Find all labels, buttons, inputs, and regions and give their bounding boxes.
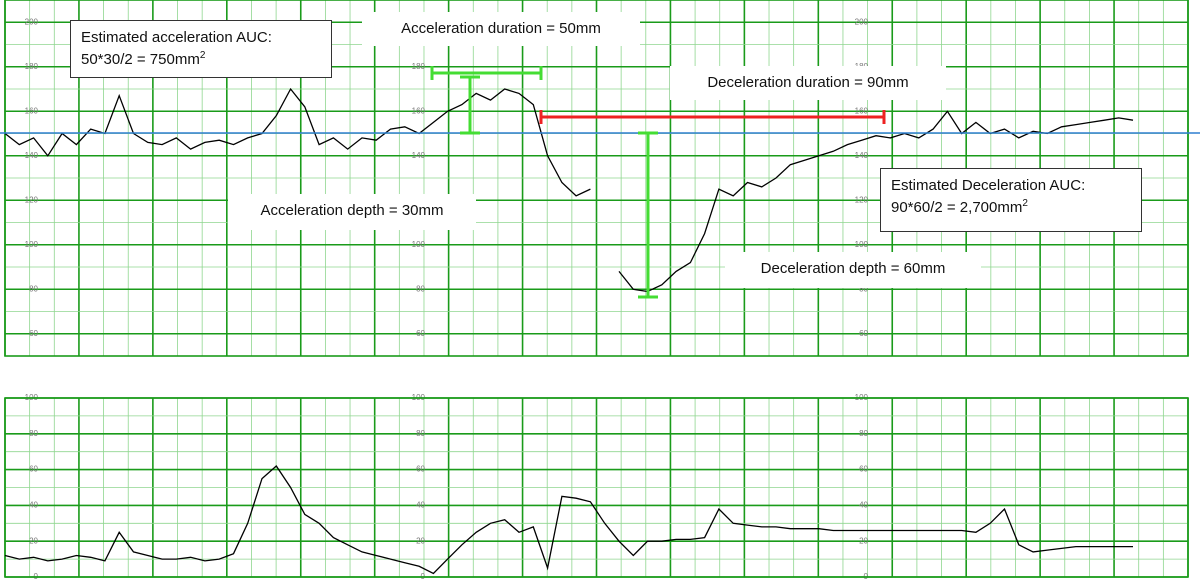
text: 2 [1022, 198, 1028, 209]
y-tick-label: 20 [29, 536, 38, 545]
y-tick-label: 20 [416, 536, 425, 545]
y-tick-label: 140 [855, 151, 869, 160]
text: 90*60/2 = 2,700mm2 [891, 197, 1131, 219]
accel-auc-box: Estimated acceleration AUC: 50*30/2 = 750… [70, 20, 332, 78]
text: 90*60/2 = 2,700mm [891, 199, 1023, 216]
y-tick-label: 60 [859, 329, 868, 338]
y-tick-label: 160 [25, 106, 39, 115]
y-tick-label: 100 [25, 240, 39, 249]
y-tick-label: 160 [412, 106, 426, 115]
text: 2 [199, 50, 206, 61]
y-tick-label: 160 [855, 106, 869, 115]
decel-auc-box: Estimated Deceleration AUC: 90*60/2 = 2,7… [880, 168, 1142, 232]
text: 50*30/2 = 750mm [81, 51, 200, 68]
y-tick-label: 200 [855, 17, 869, 26]
y-tick-label: 120 [855, 195, 869, 204]
y-tick-label: 80 [859, 429, 868, 438]
frame [4, 0, 1189, 357]
y-tick-label: 60 [416, 329, 425, 338]
y-tick-label: 80 [859, 284, 868, 293]
y-tick-label: 140 [412, 151, 426, 160]
decel-depth-box: Deceleration depth = 60mm [725, 252, 981, 288]
y-tick-label: 40 [859, 501, 868, 510]
text: 50*30/2 = 750mm2 [81, 49, 321, 71]
y-tick-label: 100 [855, 240, 869, 249]
y-tick-label: 60 [29, 329, 38, 338]
y-tick-label: 80 [29, 429, 38, 438]
y-tick-label: 200 [25, 17, 39, 26]
accel-depth-box: Acceleration depth = 30mm [228, 194, 476, 230]
y-tick-label: 140 [25, 151, 39, 160]
y-tick-label: 180 [25, 62, 39, 71]
trace [4, 465, 1133, 575]
text: Estimated acceleration AUC: [81, 29, 272, 46]
y-tick-label: 60 [859, 465, 868, 474]
text: Estimated Deceleration AUC: [891, 177, 1086, 194]
decel-duration-box: Deceleration duration = 90mm [670, 66, 946, 100]
y-tick-label: 120 [25, 195, 39, 204]
y-tick-label: 180 [412, 62, 426, 71]
y-tick-label: 60 [416, 465, 425, 474]
accel-duration-box: Acceleration duration = 50mm [362, 12, 640, 46]
y-tick-label: 40 [416, 501, 425, 510]
annotation-lines [0, 66, 1200, 299]
y-tick-label: 80 [29, 284, 38, 293]
y-tick-label: 100 [412, 240, 426, 249]
y-tick-label: 80 [416, 429, 425, 438]
y-tick-label: 40 [29, 501, 38, 510]
frame [4, 397, 1189, 578]
y-tick-label: 80 [416, 284, 425, 293]
y-tick-label: 60 [29, 465, 38, 474]
y-tick-label: 20 [859, 536, 868, 545]
